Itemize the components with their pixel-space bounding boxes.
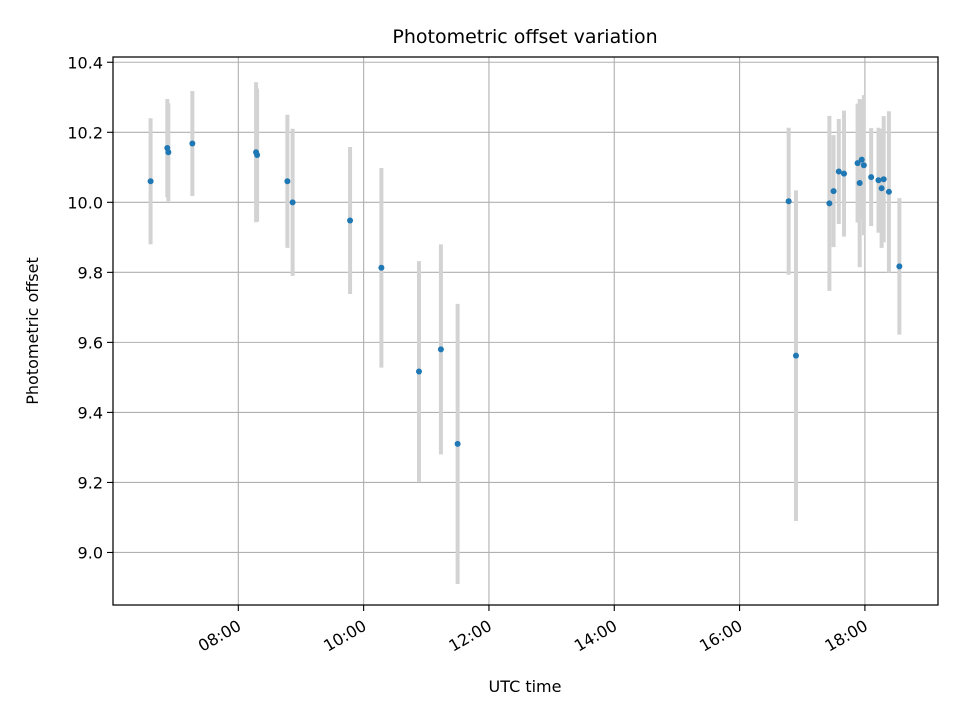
y-axis-label: Photometric offset [23,257,42,405]
point-layer [147,140,903,447]
data-point [868,174,875,181]
y-tick-label: 9.6 [78,333,103,352]
data-point [835,168,842,175]
y-tick-label: 9.2 [78,473,103,492]
data-point [415,368,422,375]
data-point [189,140,196,147]
y-tick-label: 10.2 [67,123,103,142]
y-tick-label: 9.0 [78,543,103,562]
data-point [289,199,296,206]
data-point [785,198,792,205]
chart-title: Photometric offset variation [392,26,657,48]
data-point [454,440,461,447]
data-point [854,160,861,167]
data-point [165,149,172,156]
y-tick-label: 9.8 [78,263,103,282]
data-point [792,352,799,359]
x-axis-label: UTC time [489,677,562,696]
data-point [860,162,867,169]
data-point [856,180,863,187]
data-point [885,188,892,195]
y-tick-label: 10.0 [67,193,103,212]
data-point [878,185,885,192]
y-tick-label: 9.4 [78,403,103,422]
data-point [378,264,385,271]
y-tick-label: 10.4 [67,53,103,72]
data-point [284,178,291,185]
data-point [875,177,882,184]
data-point [826,200,833,207]
data-point [880,176,887,183]
data-point [830,188,837,195]
data-point [254,152,261,159]
data-point [896,263,903,270]
y-tick-layer: 9.0 9.2 9.4 9.6 9.8 10.0 10.2 10.4 [67,53,113,562]
data-point [858,156,865,163]
data-point [347,217,354,224]
plot-frame [112,56,939,606]
data-point [437,346,444,353]
data-point [841,170,848,177]
data-point [147,178,154,185]
